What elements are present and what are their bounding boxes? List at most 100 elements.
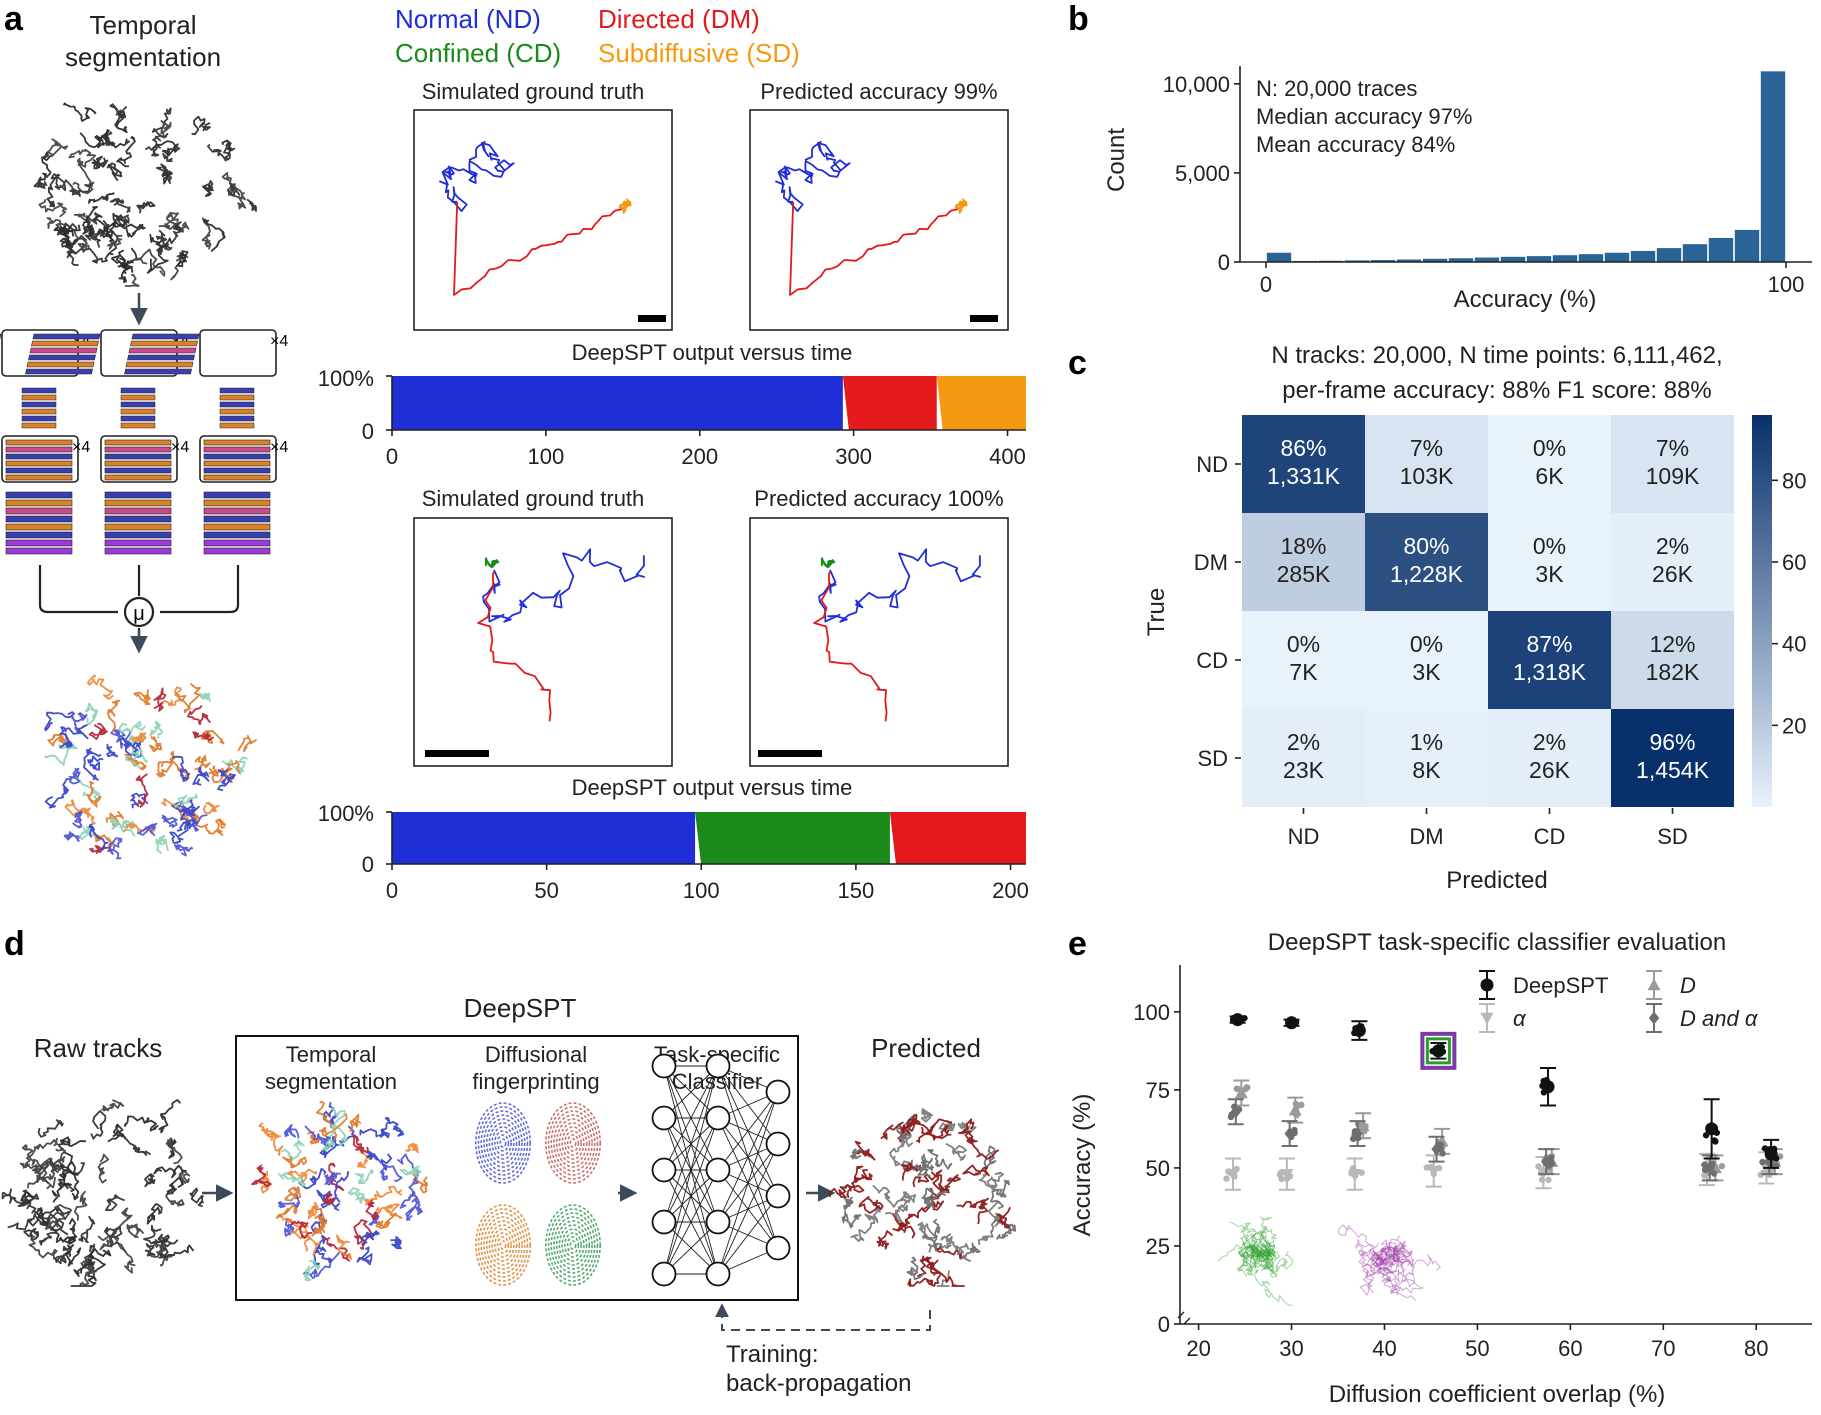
network-edge	[717, 1195, 779, 1275]
replicate-point	[1227, 1113, 1235, 1121]
track-path	[26, 1157, 53, 1189]
track-path	[258, 1122, 282, 1139]
heatmap-cell	[1365, 611, 1488, 709]
track-path	[68, 767, 81, 785]
diffusion-cloud-track	[1237, 1245, 1252, 1278]
layer-frame	[199, 435, 277, 483]
mean-point	[1431, 1044, 1445, 1058]
panel-d: Raw tracks DeepSPT Temporal segmentation…	[1, 993, 1016, 1397]
dm-segment	[477, 571, 552, 722]
heatmap-cell	[1242, 611, 1365, 709]
diffusion-cloud-track	[1377, 1245, 1404, 1263]
xtick-label: 0	[1260, 272, 1272, 297]
colorbar-tick-label: 20	[1782, 713, 1806, 738]
segmented-tracks-illustration	[44, 674, 257, 860]
track-path	[357, 1146, 373, 1169]
diffusion-cloud-track	[1379, 1252, 1398, 1295]
training-label-1: Training:	[726, 1341, 818, 1368]
diffusion-cloud-track	[1375, 1248, 1401, 1267]
track-path	[66, 247, 114, 264]
mean-point	[1541, 1080, 1555, 1094]
row-label: SD	[1197, 746, 1228, 771]
layer-block	[104, 446, 172, 453]
diffusion-cloud-track	[1370, 1247, 1394, 1276]
layer-block	[104, 531, 172, 539]
cd-segment	[820, 557, 836, 569]
layer-block	[104, 460, 172, 467]
cell-percent: 0%	[1533, 435, 1566, 461]
row-label: CD	[1196, 648, 1228, 673]
track-path	[58, 225, 72, 248]
track-path	[853, 1165, 873, 1183]
xtick-label: 30	[1279, 1336, 1303, 1361]
fingerprint-ridge	[499, 1240, 507, 1250]
track-path	[872, 1184, 907, 1208]
track-path	[24, 1190, 44, 1216]
track-path	[283, 1123, 300, 1139]
track-path	[284, 1186, 302, 1202]
row-label: ND	[1196, 452, 1228, 477]
fingerprint-ridge	[485, 1118, 521, 1168]
layer-block	[5, 531, 73, 539]
fingerprint-ridge	[550, 1212, 596, 1278]
track-path	[38, 199, 67, 218]
heatmap-cell	[1611, 415, 1734, 513]
track-path	[50, 173, 74, 192]
xtick-label: 20	[1186, 1336, 1210, 1361]
track-path	[184, 811, 208, 832]
mean-point	[1704, 1161, 1715, 1175]
track-path	[153, 1164, 187, 1179]
layer-block	[127, 354, 195, 361]
track-path	[159, 686, 182, 707]
layer-block	[219, 387, 255, 394]
diffusion-cloud-track	[1380, 1235, 1406, 1256]
c-ylabel: True	[1143, 588, 1170, 636]
track-path	[898, 1128, 914, 1148]
track-path	[74, 1190, 88, 1221]
track-path	[113, 214, 130, 230]
xtick-label: 70	[1651, 1336, 1675, 1361]
fingerprint-ridge	[483, 1114, 523, 1172]
fingerprint-ridge	[485, 1220, 521, 1270]
histogram-bar	[1630, 250, 1656, 262]
diffusion-cloud-track	[1253, 1269, 1293, 1306]
highlight-box-inner	[1425, 1037, 1451, 1065]
layer-block	[120, 394, 156, 401]
track-path	[978, 1171, 1004, 1189]
cell-count: 1,318K	[1513, 659, 1587, 685]
track-path	[349, 1113, 362, 1133]
network-node	[651, 1053, 677, 1079]
layer-frame	[199, 329, 277, 377]
layer-block	[125, 361, 194, 368]
track-path	[352, 1134, 370, 1154]
track-path	[149, 1242, 169, 1267]
track-path	[107, 699, 121, 733]
layer-block	[5, 539, 73, 547]
xtick-label: 400	[989, 444, 1026, 469]
track-path	[137, 822, 158, 837]
heatmap-cell	[1242, 513, 1365, 611]
track-path	[162, 147, 176, 163]
track-path	[153, 687, 167, 712]
fingerprint-ridge	[494, 1130, 512, 1156]
replicate-point	[1358, 1169, 1365, 1176]
track-path	[850, 1215, 876, 1243]
col-label: DM	[1409, 824, 1443, 849]
fingerprint-ridge	[499, 1138, 507, 1148]
diffusion-cloud-track	[1365, 1267, 1395, 1283]
example2-gt-frame	[413, 517, 673, 767]
track-path	[124, 753, 147, 771]
track-path	[191, 115, 211, 136]
layer-block	[203, 474, 271, 481]
deepspt-label: DeepSPT	[464, 993, 577, 1023]
cell-count: 3K	[1412, 659, 1441, 685]
track-path	[68, 148, 97, 168]
track-path	[936, 1270, 950, 1287]
replicate-point	[1298, 1101, 1305, 1109]
track-path	[990, 1176, 1007, 1198]
diffusion-cloud-track	[1377, 1258, 1424, 1294]
diffusion-cloud-track	[1397, 1254, 1441, 1276]
track-path	[112, 212, 128, 228]
diffusion-cloud-track	[1255, 1245, 1277, 1272]
cell-percent: 2%	[1287, 729, 1320, 755]
